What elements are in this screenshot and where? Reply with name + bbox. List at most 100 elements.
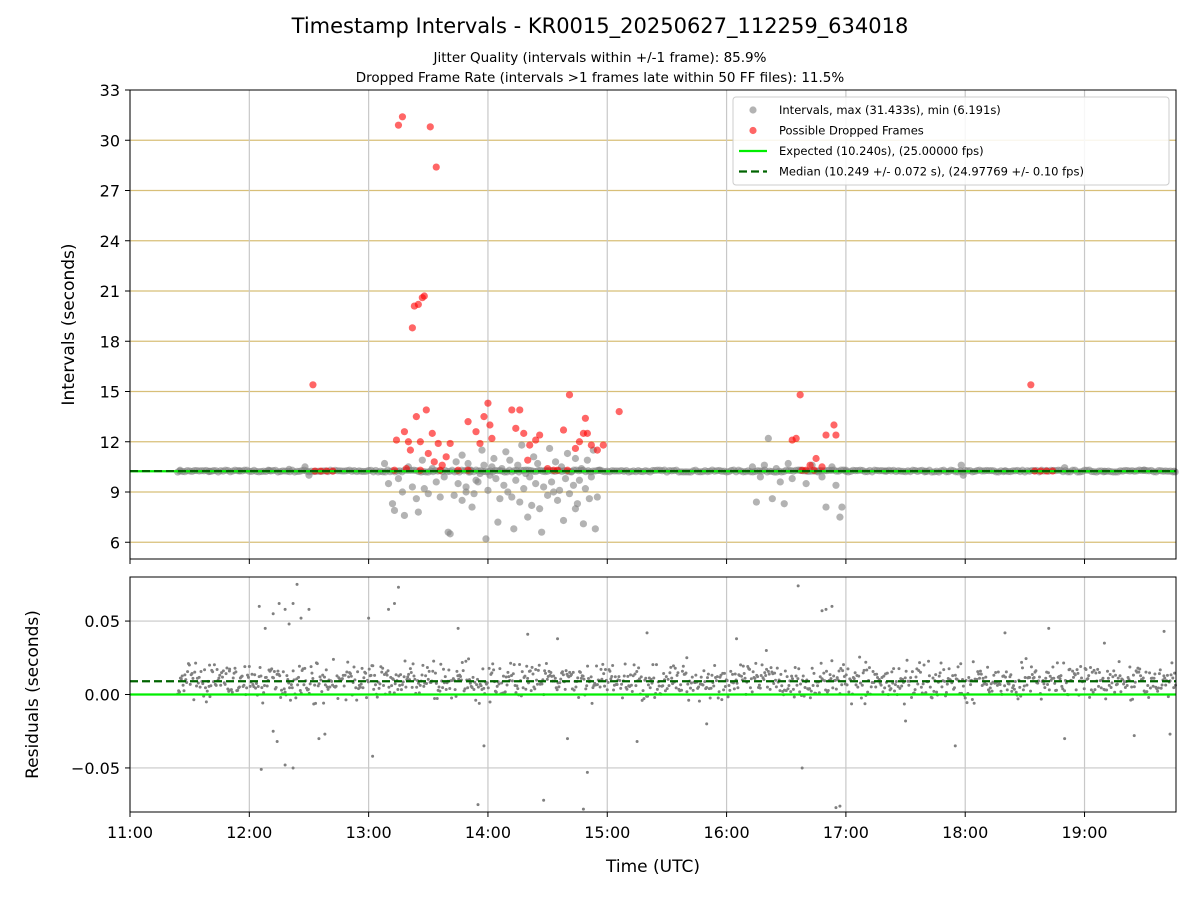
- residual-point: [192, 698, 196, 702]
- residual-point: [215, 667, 219, 671]
- residual-point: [521, 686, 525, 690]
- residual-point: [876, 675, 880, 679]
- residual-point: [830, 659, 834, 663]
- residual-point: [282, 687, 286, 691]
- dropped-frame-point: [508, 406, 516, 414]
- residual-point: [1110, 681, 1114, 685]
- residual-point: [317, 737, 321, 741]
- residual-point: [509, 661, 513, 665]
- residual-point: [930, 696, 934, 700]
- residual-point: [473, 680, 477, 684]
- residual-point: [902, 702, 906, 706]
- residual-point: [791, 687, 795, 691]
- residual-point: [540, 682, 544, 686]
- interval-point: [468, 503, 476, 511]
- residual-point: [359, 682, 363, 686]
- residual-point: [736, 686, 740, 690]
- residual-point: [1046, 671, 1050, 675]
- residual-point: [626, 674, 630, 678]
- residual-point: [976, 670, 980, 674]
- top-panel-axes: 6 9 12 15 18 21 24 27 30 33 Intervals (seconds): [59, 81, 1177, 564]
- residual-point: [434, 681, 438, 685]
- residual-point: [796, 584, 800, 588]
- interval-point: [490, 454, 498, 463]
- residual-point: [602, 672, 606, 676]
- residual-point: [221, 669, 225, 673]
- residual-point: [470, 686, 474, 690]
- residual-point: [715, 675, 719, 679]
- residual-point: [353, 678, 357, 682]
- residual-point: [294, 696, 298, 700]
- residual-point: [1029, 689, 1033, 693]
- residual-point: [699, 675, 703, 679]
- residual-point: [1119, 690, 1123, 694]
- interval-point: [571, 454, 580, 463]
- residual-point: [710, 673, 714, 677]
- residual-point: [298, 688, 302, 692]
- residual-point: [853, 671, 857, 675]
- residual-point: [965, 701, 969, 705]
- residual-point: [1073, 673, 1077, 677]
- residual-point: [1023, 676, 1027, 680]
- residual-point: [181, 683, 185, 687]
- residual-point: [685, 690, 689, 694]
- residual-point: [1097, 671, 1101, 675]
- residual-point: [323, 683, 327, 687]
- residual-point: [330, 679, 334, 683]
- residual-point: [1117, 660, 1121, 664]
- residual-point: [528, 669, 532, 673]
- residual-point: [441, 686, 445, 690]
- residual-point: [535, 678, 539, 682]
- residual-point: [931, 676, 935, 680]
- residual-point: [1125, 684, 1129, 688]
- residual-point: [582, 677, 586, 681]
- residual-point: [611, 663, 615, 667]
- residual-point: [335, 674, 339, 678]
- residual-point: [669, 665, 673, 669]
- residual-point: [386, 669, 390, 673]
- residual-point: [642, 697, 646, 701]
- interval-point: [536, 505, 544, 513]
- interval-point: [553, 496, 562, 504]
- interval-point: [540, 483, 548, 491]
- dropped-frame-point: [414, 300, 422, 308]
- chart-subtitle-dropped: Dropped Frame Rate (intervals >1 frames …: [355, 70, 845, 86]
- residual-point: [471, 675, 475, 679]
- residual-point: [270, 667, 274, 671]
- residual-point: [610, 675, 614, 679]
- residual-point: [285, 674, 289, 678]
- residual-point: [837, 669, 841, 673]
- residual-point: [390, 684, 394, 688]
- residual-point: [516, 687, 520, 691]
- residual-point: [676, 671, 680, 675]
- residual-point: [1168, 732, 1172, 736]
- residual-point: [572, 688, 576, 692]
- residual-point: [342, 684, 346, 688]
- residual-point: [690, 675, 694, 679]
- residual-point: [686, 682, 690, 686]
- residual-point: [387, 685, 391, 689]
- residual-point: [619, 686, 623, 690]
- residual-point: [606, 680, 610, 684]
- residual-point: [520, 670, 524, 674]
- residual-point: [280, 688, 284, 692]
- residual-point: [1021, 688, 1025, 692]
- residual-point: [504, 675, 508, 679]
- residual-point: [657, 684, 661, 688]
- residual-point: [422, 684, 426, 688]
- interval-point: [462, 488, 470, 496]
- interval-point: [760, 461, 768, 469]
- interval-point: [486, 471, 494, 479]
- residual-point: [387, 607, 391, 611]
- interval-point: [524, 513, 532, 521]
- interval-point: [822, 503, 830, 511]
- residual-point: [558, 681, 562, 685]
- residual-point: [1074, 688, 1078, 692]
- residual-point: [1170, 661, 1174, 665]
- residual-point: [905, 658, 909, 662]
- residual-point: [311, 677, 315, 681]
- interval-point: [561, 475, 570, 483]
- dropped-frame-point: [422, 406, 430, 414]
- residual-point: [894, 680, 898, 684]
- residual-point: [315, 662, 319, 666]
